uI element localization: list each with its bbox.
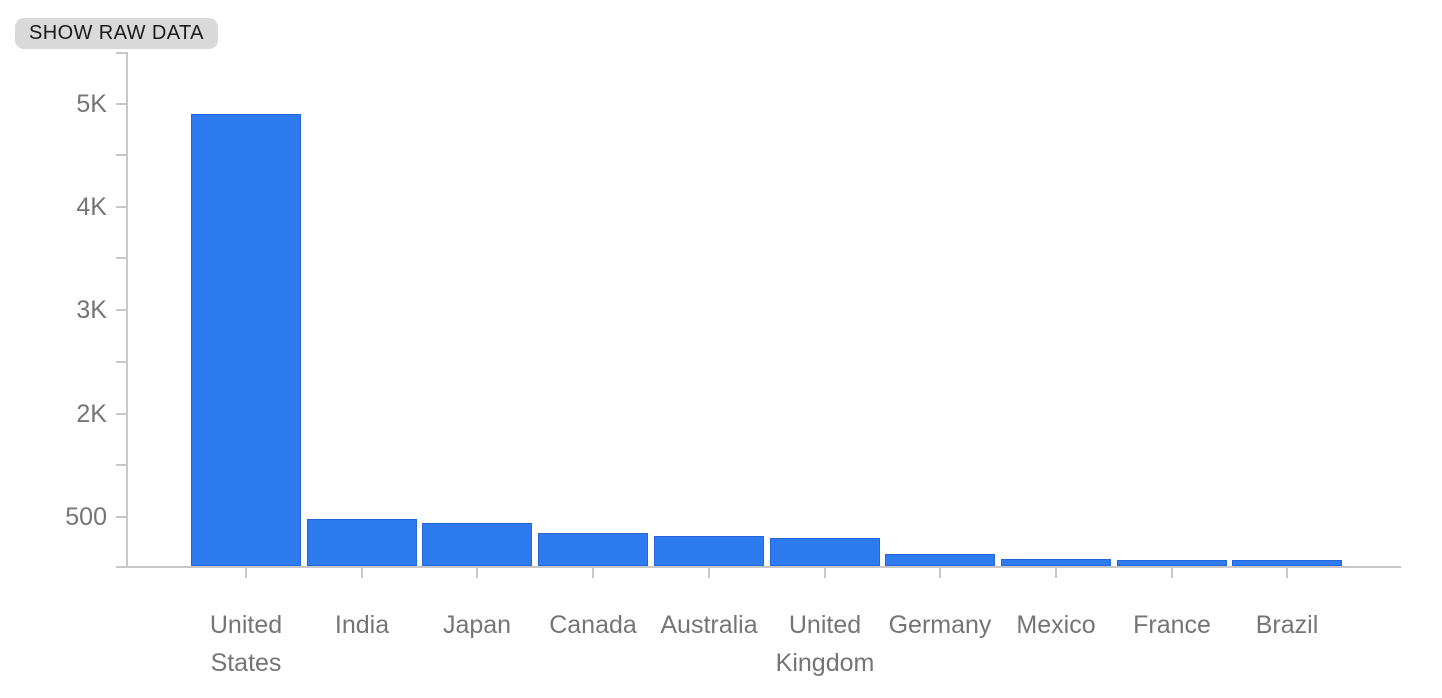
x-axis-label: Australia	[660, 611, 758, 639]
y-tick-label: 3K	[76, 296, 107, 324]
y-axis-tick	[116, 309, 128, 311]
x-axis-label: Mexico	[1016, 611, 1096, 639]
y-axis-minor-tick	[116, 257, 128, 260]
x-axis-label: Brazil	[1255, 611, 1319, 639]
y-axis-tick	[116, 515, 128, 518]
y-axis-tick	[116, 103, 128, 105]
bar-mexico[interactable]	[1001, 559, 1111, 566]
y-axis-minor-tick	[116, 360, 128, 363]
y-axis-tick	[116, 412, 128, 415]
y-tick-label: 2K	[76, 399, 107, 428]
y-axis-top-cap	[116, 52, 128, 54]
bar-germany[interactable]	[885, 554, 995, 566]
x-axis-tick	[361, 568, 363, 578]
x-axis-tick	[592, 568, 594, 578]
bar-united-states[interactable]	[191, 114, 301, 566]
x-axis-label: India	[334, 611, 390, 639]
y-axis-minor-tick	[116, 464, 128, 466]
x-axis-label: France	[1133, 611, 1211, 639]
bar-brazil[interactable]	[1232, 560, 1342, 566]
y-tick-label: 4K	[76, 192, 107, 221]
y-axis-minor-tick	[116, 154, 128, 157]
bar-india[interactable]	[307, 519, 417, 566]
x-axis-tick	[1286, 568, 1288, 578]
bar-united-kingdom[interactable]	[770, 538, 880, 566]
show-raw-data-button[interactable]: SHOW RAW DATA	[15, 18, 218, 49]
x-axis-label: Germany	[888, 611, 992, 639]
bar-australia[interactable]	[654, 536, 764, 566]
x-axis-tick	[1171, 568, 1173, 578]
x-axis-tick	[476, 568, 478, 578]
bar-canada[interactable]	[538, 533, 648, 566]
y-tick-label: 500	[65, 502, 107, 531]
x-axis-tick	[824, 568, 826, 578]
x-axis-tick	[1055, 568, 1057, 578]
x-axis-tick	[708, 568, 710, 578]
x-axis-tick	[939, 568, 941, 578]
x-axis-line	[116, 566, 1401, 568]
x-axis-label: United Kingdom	[775, 611, 875, 677]
y-tick-label: 5K	[76, 90, 107, 118]
bar-japan[interactable]	[422, 523, 532, 566]
x-axis-label: Canada	[549, 611, 637, 639]
x-axis-label: Japan	[442, 611, 512, 639]
y-axis-tick	[116, 205, 128, 208]
x-axis-label: United States	[209, 611, 283, 677]
x-axis-tick	[245, 568, 247, 578]
bar-france[interactable]	[1117, 560, 1227, 566]
